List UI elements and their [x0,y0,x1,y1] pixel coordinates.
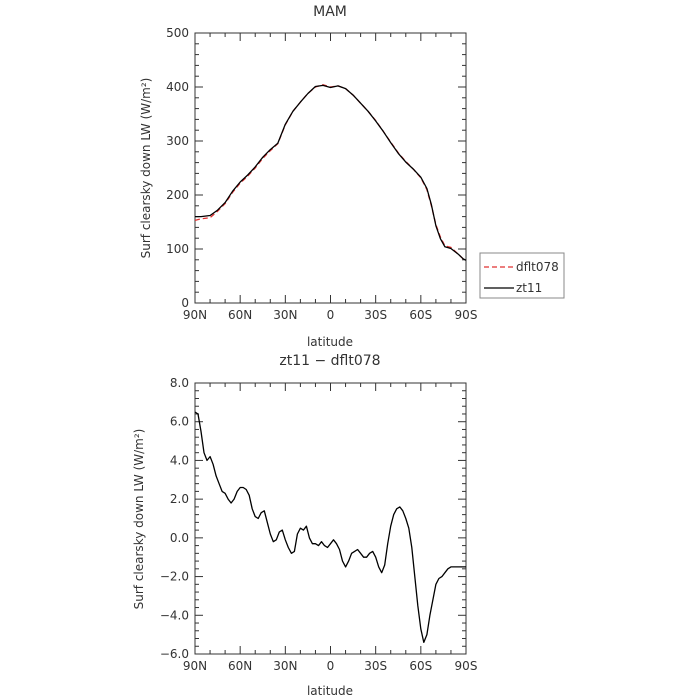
top-chart-xtick-label: 60N [228,308,252,322]
legend-box [479,252,565,299]
bottom-chart-ytick-label: −2.0 [160,570,189,584]
top-chart-frame [194,32,467,304]
bottom-chart-xtick-label: 60N [228,659,252,673]
top-chart-xtick-label: 90S [455,308,478,322]
bottom-chart-ytick-label: 4.0 [170,453,189,467]
bottom-chart-xtick-label: 30S [364,659,387,673]
bottom-chart-xlabel: latitude [307,684,353,698]
bottom-chart-ytick-label: −4.0 [160,608,189,622]
bottom-chart-plot-area: 90N 60N 30N 0 30S 60S 90S −6.0 −4.0 −2.0 0.0 2.0 4.0… [160,376,478,673]
top-chart-xtick-label: 30S [364,308,387,322]
top-chart-xlabel: latitude [307,335,353,349]
bottom-chart-ytick-label: −6.0 [160,647,189,661]
bottom-chart-xtick-label: 0 [327,659,335,673]
bottom-chart-ytick-label: 2.0 [170,492,189,506]
top-chart-ytick-label: 0 [181,296,189,310]
top-chart-series-line-dflt078 [194,84,467,261]
legend-label-zt11: zt11 [516,281,542,295]
bottom-chart-ytick-label: 0.0 [170,531,189,545]
top-chart-series-line-zt11 [195,84,467,261]
top-chart-ytick-label: 200 [166,188,189,202]
bottom-chart-xtick-label: 60S [409,659,432,673]
top-chart-xtick-label: 90N [183,308,207,322]
top-chart-xtick-label: 0 [327,308,335,322]
top-chart-legend: dflt078 zt11 [479,252,565,299]
top-chart-plot-area: 90N 60N 30N 0 30S 60S 90S 0 100 200 300 400 500 [166,26,477,322]
bottom-chart-xtick-label: 30N [273,659,297,673]
bottom-chart-series-line-0 [194,411,466,644]
top-chart: MAM 90N 60N 30N 0 30S 60S 90S0100200300400500 … [139,4,565,349]
bottom-chart-title: zt11 − dflt078 [279,353,380,369]
top-chart-ytick-label: 300 [166,134,189,148]
top-chart-ylabel: Surf clearsky down LW (W/m²) [139,78,153,259]
bottom-chart-frame [194,382,467,655]
bottom-chart-ytick-label: 6.0 [170,415,189,429]
top-chart-ytick-label: 400 [166,80,189,94]
top-chart-ytick-label: 500 [166,26,189,40]
legend-label-dflt078: dflt078 [516,260,559,274]
bottom-chart-xtick-label: 90S [455,659,478,673]
top-chart-xtick-label: 60S [409,308,432,322]
bottom-chart-xtick-label: 90N [183,659,207,673]
top-chart-title: MAM [313,4,347,20]
top-chart-ytick-label: 100 [166,242,189,256]
top-chart-xtick-label: 30N [273,308,297,322]
bottom-chart: zt11 − dflt078 90N 60N 30N 0 30S 60S 90S −6.0 −4… [132,353,477,698]
bottom-chart-ytick-label: 8.0 [170,376,189,390]
bottom-chart-ylabel: Surf clearsky down LW (W/m²) [132,429,146,610]
